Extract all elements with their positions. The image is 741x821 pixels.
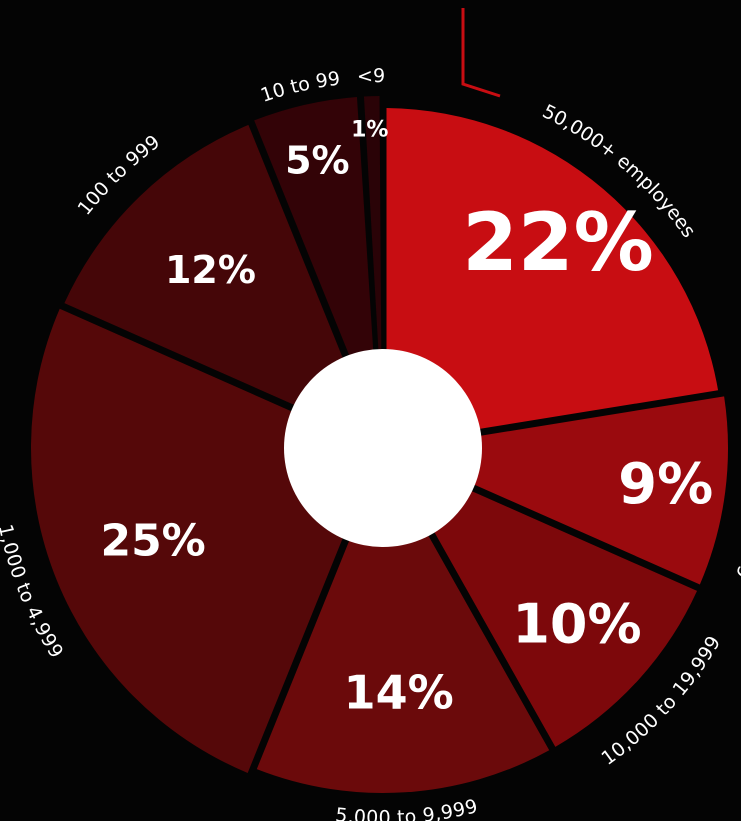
value-label-10-000-to-19-999: 10% bbox=[512, 593, 641, 656]
slice-10-000-to-19-999 bbox=[391, 455, 698, 747]
value-label-5-000-to-9-999: 14% bbox=[344, 665, 454, 719]
callout-line bbox=[461, 8, 501, 98]
value-label-9: 1% bbox=[351, 118, 388, 143]
category-label-20-000-to-49-999: 20,000 to 49,999 bbox=[731, 413, 741, 581]
category-label-9: <9 bbox=[356, 65, 385, 88]
slice-9 bbox=[363, 96, 382, 409]
value-label-1-000-to-4-999: 25% bbox=[100, 516, 205, 567]
value-label-100-to-999: 12% bbox=[165, 248, 256, 292]
value-label-20-000-to-49-999: 9% bbox=[618, 452, 713, 517]
slice-50-000-employees bbox=[386, 108, 719, 444]
slice-100-to-999 bbox=[64, 124, 377, 442]
center-hole bbox=[284, 349, 482, 547]
category-label-5-000-to-9-999: 5,000 to 9,999 bbox=[334, 795, 480, 821]
slice-10-to-99 bbox=[254, 96, 379, 427]
value-label-50-000-employees: 22% bbox=[462, 196, 653, 289]
value-labels: 22% 9% 10% 14% 25% 12% 5%1% bbox=[100, 118, 713, 720]
slice-5-000-to-9-999 bbox=[256, 456, 550, 794]
value-label-10-to-99: 5% bbox=[285, 138, 350, 182]
